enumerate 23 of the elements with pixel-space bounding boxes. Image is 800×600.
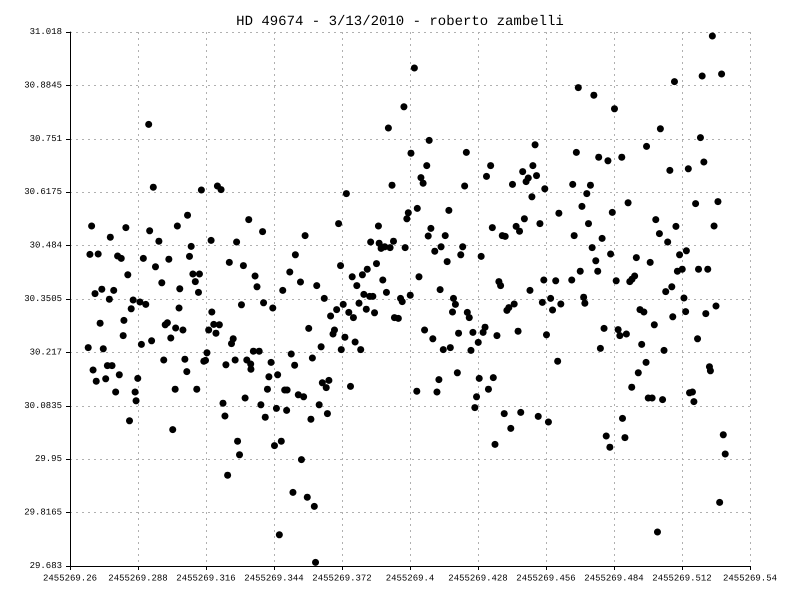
y-tick-label: 29.8165 [24,508,62,518]
chart-title: HD 49674 - 3/13/2010 - roberto zambelli [236,14,564,30]
y-tick-label: 29.95 [34,454,62,464]
x-tick-label: 2455269.4 [386,574,434,584]
y-tick-label: 30.8845 [24,80,62,90]
x-tick-label: 2455269.288 [108,574,168,584]
x-tick-label: 2455269.428 [448,574,508,584]
x-tick-label: 2455269.484 [584,574,644,584]
y-tick-label: 30.6175 [24,187,62,198]
y-tick-label: 29.683 [30,561,62,571]
y-tick-label: 30.3505 [24,294,62,304]
y-tick-label: 30.751 [30,134,62,144]
y-tick-label: 30.0835 [24,400,62,411]
x-tick-label: 2455269.344 [244,574,304,584]
y-tick-label: 31.018 [30,27,62,37]
y-tick-label: 30.484 [30,240,62,251]
x-tick-label: 2455269.316 [176,574,236,584]
y-tick-label: 30.217 [30,347,62,358]
x-tick-label: 2455269.26 [42,574,98,584]
x-tick-label: 2455269.372 [312,574,372,584]
x-tick-label: 2455269.456 [516,574,576,584]
x-tick-label: 2455269.512 [652,574,712,584]
x-tick-label: 2455269.54 [722,574,778,584]
